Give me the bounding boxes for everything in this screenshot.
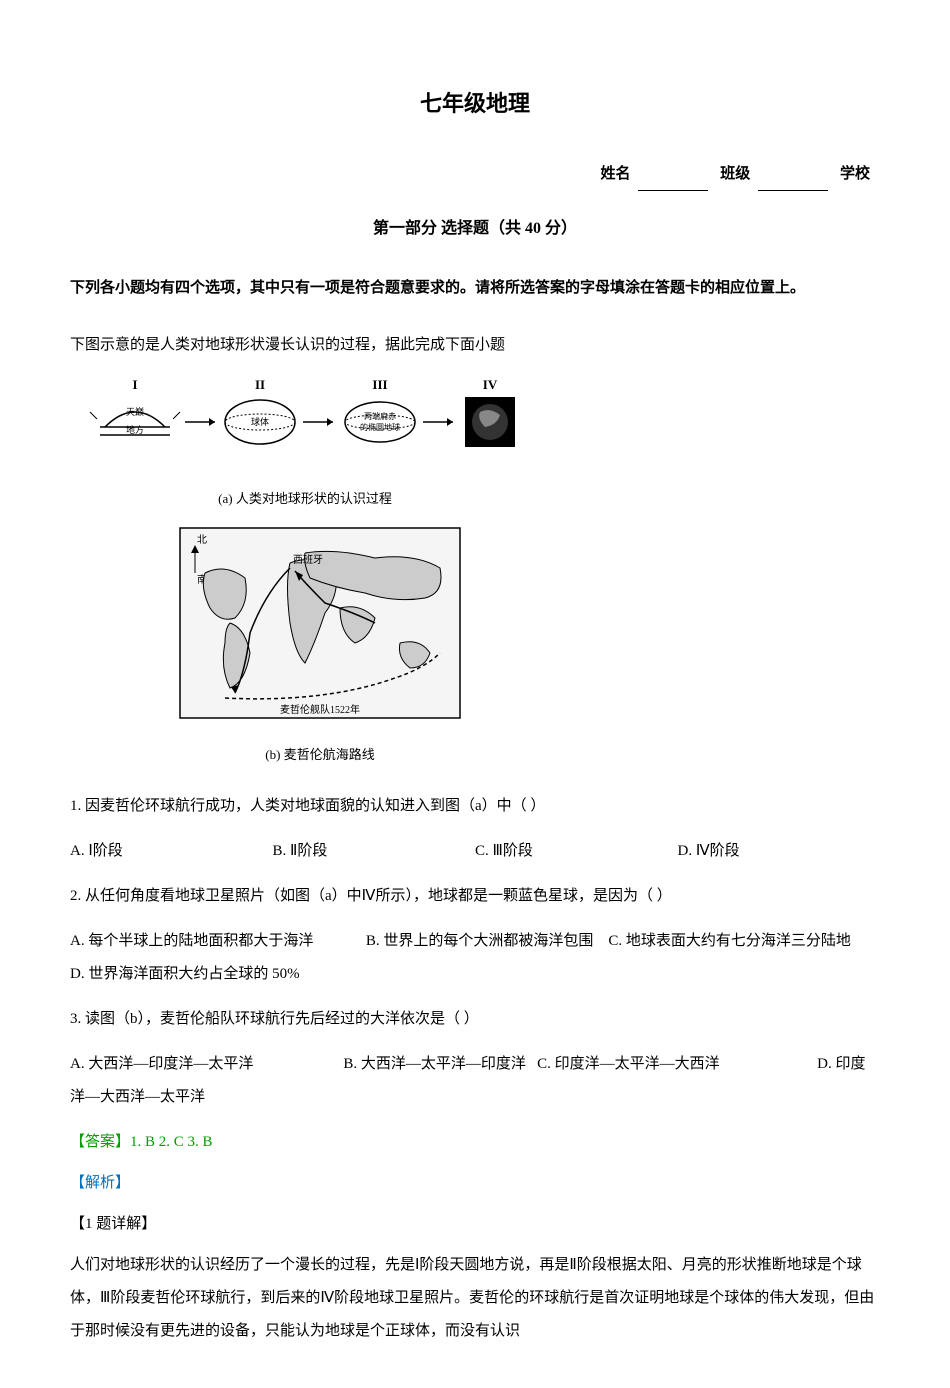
name-blank — [638, 190, 708, 191]
student-info-line: 姓名 班级 学校 — [70, 158, 880, 191]
school-label: 学校 — [840, 166, 870, 182]
q3-opt-c: C. 印度洋—太平洋—大西洋 — [537, 1056, 720, 1072]
question-2: 2. 从任何角度看地球卫星照片（如图（a）中Ⅳ所示），地球都是一颗蓝色星球，是因… — [70, 880, 880, 913]
roman-1: I — [132, 377, 137, 392]
q1-num: 1. — [70, 798, 81, 814]
figure-b: 北 南 西班牙 麦哲伦舰队1522年 — [175, 523, 465, 736]
q3-opt-a: A. 大西洋—印度洋—太平洋 — [70, 1056, 253, 1072]
q1-options: A. Ⅰ阶段 B. Ⅱ阶段 C. Ⅲ阶段 D. Ⅳ阶段 — [70, 835, 880, 868]
roman-3: III — [372, 377, 387, 392]
map-north: 北 — [197, 534, 207, 546]
answer-label: 【答案】 — [70, 1134, 130, 1150]
q1-text: 因麦哲伦环球航行成功，人类对地球面貌的认知进入到图（a）中（ ） — [85, 798, 545, 814]
q1-opt-c: C. Ⅲ阶段 — [475, 835, 678, 868]
q2-opt-b: B. 世界上的每个大洲都被海洋包围 — [366, 933, 594, 949]
answer-line: 【答案】1. B 2. C 3. B — [70, 1126, 880, 1159]
map-magellan-label: 麦哲伦舰队1522年 — [280, 703, 360, 716]
class-label: 班级 — [720, 166, 750, 182]
roman-4: IV — [483, 377, 498, 392]
q1-opt-d: D. Ⅳ阶段 — [678, 835, 881, 868]
figure-a-svg: I 天巅 地方 II 球体 III 两端扁赤 的椭圆地球 — [85, 377, 525, 472]
q2-text: 从任何角度看地球卫星照片（如图（a）中Ⅳ所示），地球都是一颗蓝色星球，是因为（ … — [85, 888, 672, 904]
intro-text: 下图示意的是人类对地球形状漫长认识的过程，据此完成下面小题 — [70, 329, 880, 362]
q1-opt-a: A. Ⅰ阶段 — [70, 835, 273, 868]
answer-text: 1. B 2. C 3. B — [130, 1134, 213, 1150]
q1-opt-b: B. Ⅱ阶段 — [273, 835, 476, 868]
class-blank — [758, 190, 828, 191]
q3-num: 3. — [70, 1011, 81, 1027]
q2-opt-a: A. 每个半球上的陆地面积都大于海洋 — [70, 933, 313, 949]
question-1: 1. 因麦哲伦环球航行成功，人类对地球面貌的认知进入到图（a）中（ ） — [70, 790, 880, 823]
stage2-label: 球体 — [251, 416, 269, 427]
map-spain-label: 西班牙 — [293, 554, 323, 566]
q3-options: A. 大西洋—印度洋—太平洋 B. 大西洋—太平洋—印度洋 C. 印度洋—太平洋… — [70, 1048, 880, 1114]
q2-opt-c: C. 地球表面大约有七分海洋三分陆地 — [608, 933, 851, 949]
analysis-label: 【解析】 — [70, 1167, 880, 1200]
section-title: 第一部分 选择题（共 40 分） — [70, 211, 880, 246]
question-3: 3. 读图（b），麦哲伦船队环球航行先后经过的大洋依次是（ ） — [70, 1003, 880, 1036]
detail-label: 【1 题详解】 — [70, 1208, 880, 1241]
stage3-label1: 两端扁赤 — [364, 411, 396, 421]
q3-text: 读图（b），麦哲伦船队环球航行先后经过的大洋依次是（ ） — [85, 1011, 479, 1027]
q3-opt-b: B. 大西洋—太平洋—印度洋 — [343, 1056, 526, 1072]
name-label: 姓名 — [600, 166, 630, 182]
q2-num: 2. — [70, 888, 81, 904]
page-title: 七年级地理 — [70, 80, 880, 128]
q2-opt-d: D. 世界海洋面积大约占全球的 50% — [70, 966, 300, 982]
figure-container: I 天巅 地方 II 球体 III 两端扁赤 的椭圆地球 — [85, 377, 880, 770]
stage1-label2: 地方 — [126, 424, 144, 435]
figure-a-caption: (a) 人类对地球形状的认识过程 — [85, 485, 525, 514]
figure-b-svg: 北 南 西班牙 麦哲伦舰队1522年 — [175, 523, 465, 723]
stage1-label1: 天巅 — [126, 407, 144, 417]
instruction-text: 下列各小题均有四个选项，其中只有一项是符合题意要求的。请将所选答案的字母填涂在答… — [70, 267, 880, 309]
q2-options: A. 每个半球上的陆地面积都大于海洋 B. 世界上的每个大洲都被海洋包围 C. … — [70, 925, 880, 991]
explanation-text: 人们对地球形状的认识经历了一个漫长的过程，先是Ⅰ阶段天圆地方说，再是Ⅱ阶段根据太… — [70, 1249, 880, 1348]
stage3-label2: 的椭圆地球 — [360, 422, 400, 432]
figure-a: I 天巅 地方 II 球体 III 两端扁赤 的椭圆地球 — [85, 377, 525, 477]
figure-b-caption: (b) 麦哲伦航海路线 — [175, 741, 465, 770]
roman-2: II — [255, 377, 265, 392]
